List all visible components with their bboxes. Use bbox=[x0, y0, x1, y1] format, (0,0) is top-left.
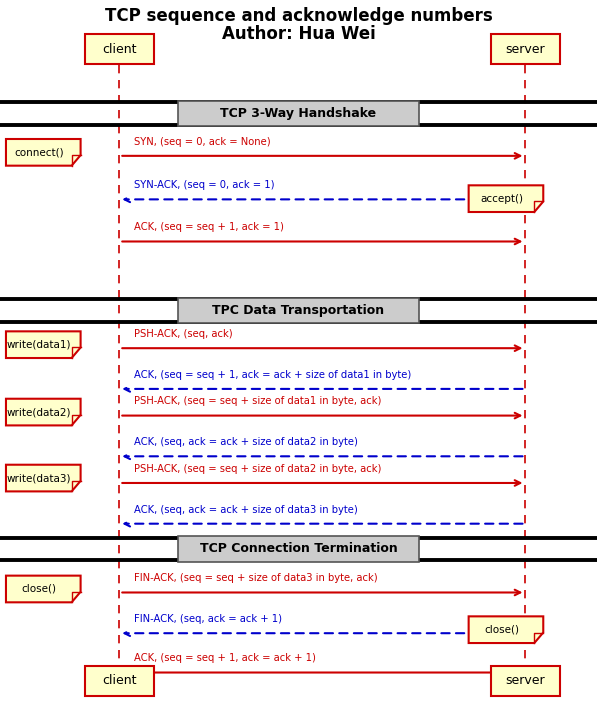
Text: PSH-ACK, (seq = seq + size of data1 in byte, ack): PSH-ACK, (seq = seq + size of data1 in b… bbox=[134, 397, 381, 406]
Text: TPC Data Transportation: TPC Data Transportation bbox=[213, 304, 384, 317]
FancyBboxPatch shape bbox=[491, 666, 560, 696]
Text: TCP Connection Termination: TCP Connection Termination bbox=[199, 543, 398, 555]
Polygon shape bbox=[6, 576, 81, 602]
Text: PSH-ACK, (seq, ack): PSH-ACK, (seq, ack) bbox=[134, 329, 233, 339]
Text: accept(): accept() bbox=[480, 194, 523, 204]
Text: ACK, (seq, ack = ack + size of data3 in byte): ACK, (seq, ack = ack + size of data3 in … bbox=[134, 505, 358, 515]
Polygon shape bbox=[469, 616, 543, 643]
FancyBboxPatch shape bbox=[85, 666, 154, 696]
Text: client: client bbox=[102, 675, 137, 687]
Text: ACK, (seq, ack = ack + size of data2 in byte): ACK, (seq, ack = ack + size of data2 in … bbox=[134, 437, 358, 447]
Text: close(): close() bbox=[484, 625, 519, 635]
Text: client: client bbox=[102, 43, 137, 55]
Text: ACK, (seq = seq + 1, ack = 1): ACK, (seq = seq + 1, ack = 1) bbox=[134, 223, 284, 232]
Text: TCP 3-Way Handshake: TCP 3-Way Handshake bbox=[220, 107, 377, 120]
FancyBboxPatch shape bbox=[178, 298, 419, 323]
FancyBboxPatch shape bbox=[491, 34, 560, 64]
FancyBboxPatch shape bbox=[178, 536, 419, 562]
Text: TCP sequence and acknowledge numbers: TCP sequence and acknowledge numbers bbox=[104, 7, 493, 25]
Text: FIN-ACK, (seq = seq + size of data3 in byte, ack): FIN-ACK, (seq = seq + size of data3 in b… bbox=[134, 574, 378, 583]
Text: FIN-ACK, (seq, ack = ack + 1): FIN-ACK, (seq, ack = ack + 1) bbox=[134, 614, 282, 624]
Text: close(): close() bbox=[21, 584, 56, 594]
FancyBboxPatch shape bbox=[178, 101, 419, 126]
Text: write(data2): write(data2) bbox=[7, 407, 71, 417]
Text: write(data1): write(data1) bbox=[7, 340, 71, 350]
Text: server: server bbox=[506, 675, 545, 687]
Text: SYN, (seq = 0, ack = None): SYN, (seq = 0, ack = None) bbox=[134, 137, 271, 147]
Polygon shape bbox=[6, 139, 81, 166]
FancyBboxPatch shape bbox=[85, 34, 154, 64]
Text: server: server bbox=[506, 43, 545, 55]
Polygon shape bbox=[6, 399, 81, 425]
Text: connect(): connect() bbox=[14, 147, 64, 157]
Polygon shape bbox=[469, 185, 543, 212]
Text: ACK, (seq = seq + 1, ack = ack + size of data1 in byte): ACK, (seq = seq + 1, ack = ack + size of… bbox=[134, 370, 411, 380]
Text: PSH-ACK, (seq = seq + size of data2 in byte, ack): PSH-ACK, (seq = seq + size of data2 in b… bbox=[134, 464, 381, 474]
Text: Author: Hua Wei: Author: Hua Wei bbox=[221, 25, 376, 43]
Text: write(data3): write(data3) bbox=[7, 473, 71, 483]
Text: SYN-ACK, (seq = 0, ack = 1): SYN-ACK, (seq = 0, ack = 1) bbox=[134, 180, 275, 190]
Polygon shape bbox=[6, 331, 81, 358]
Text: ACK, (seq = seq + 1, ack = ack + 1): ACK, (seq = seq + 1, ack = ack + 1) bbox=[134, 654, 316, 663]
Polygon shape bbox=[6, 465, 81, 491]
